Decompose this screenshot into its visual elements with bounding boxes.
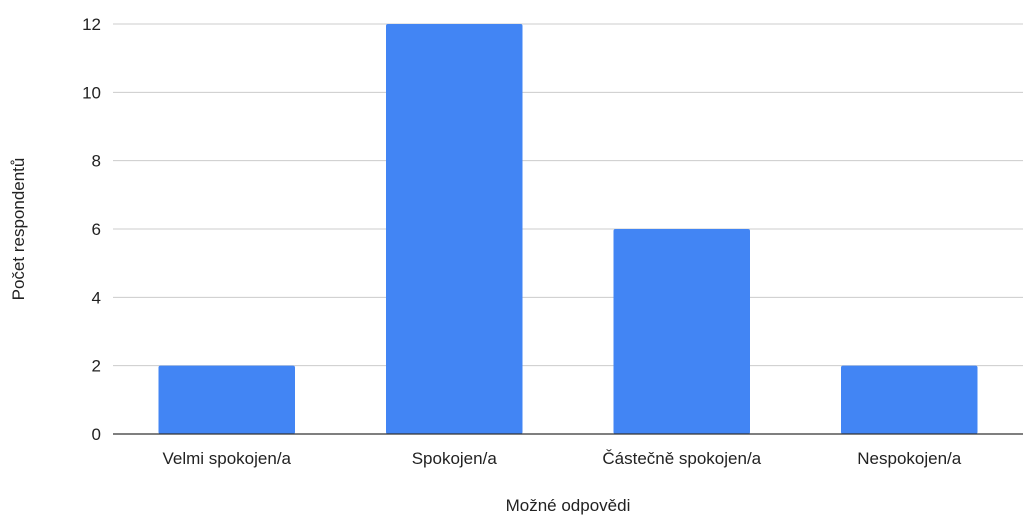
y-tick-label: 2: [92, 357, 101, 376]
x-axis-ticks: Velmi spokojen/a Spokojen/a Částečně spoko…: [162, 449, 961, 468]
x-tick-label: Spokojen/a: [412, 449, 498, 468]
x-tick-label: Částečně spokojen/a: [602, 449, 761, 468]
bar: [158, 365, 295, 434]
bar: [386, 24, 523, 434]
x-tick-label: Nespokojen/a: [857, 449, 962, 468]
y-tick-label: 0: [92, 425, 101, 444]
y-tick-label: 12: [82, 15, 101, 34]
x-tick-label: Velmi spokojen/a: [162, 449, 291, 468]
gridlines: [113, 23, 1023, 367]
bar: [841, 365, 978, 434]
y-tick-label: 4: [92, 288, 101, 307]
bar: [613, 229, 750, 434]
y-tick-label: 10: [82, 83, 101, 102]
y-axis-ticks: 0 2 4 6 8 10 12: [82, 15, 101, 444]
y-tick-label: 6: [92, 220, 101, 239]
bars: [158, 24, 978, 434]
y-tick-label: 8: [92, 152, 101, 171]
x-axis-title: Možné odpovědi: [506, 496, 631, 515]
y-axis-title: Počet respondentů: [9, 158, 28, 301]
